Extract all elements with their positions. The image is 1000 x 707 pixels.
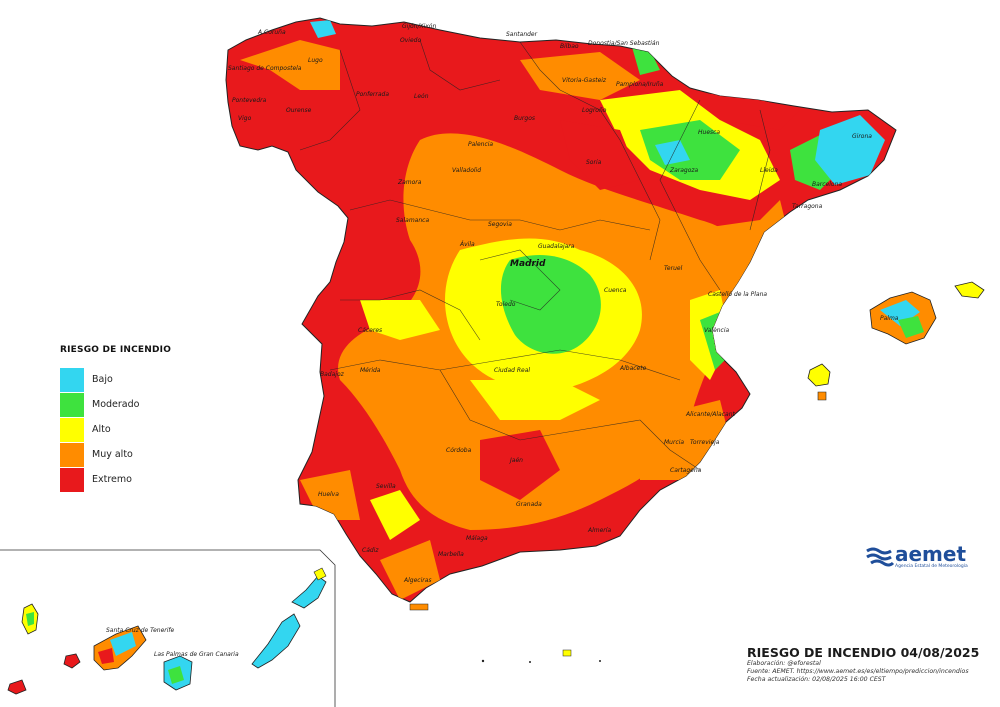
legend-rows: Bajo Moderado Alto Muy alto Extremo	[60, 367, 200, 492]
city-segovia: Segovia	[488, 221, 512, 228]
city-zaragoza: Zaragoza	[669, 167, 699, 174]
city-tarragona: Tarragona	[792, 203, 823, 210]
city-torrevieja: Torrevieja	[690, 439, 720, 446]
city-madrid: Madrid	[510, 259, 546, 269]
city-guadalajara: Guadalajara	[538, 243, 575, 250]
legend-title: RIESGO DE INCENDIO	[60, 345, 172, 355]
city-zamora: Zamora	[397, 179, 422, 186]
ceuta-melilla	[409, 603, 601, 663]
aemet-logo: aemet Agencia Estatal de Meteorología	[865, 544, 968, 569]
city-jaen: Jaén	[509, 457, 523, 464]
legend-label: Bajo	[92, 374, 113, 385]
city-palencia: Palencia	[468, 141, 493, 148]
city-cuenca: Cuenca	[604, 287, 627, 294]
legend-swatch	[60, 467, 84, 492]
city-donostia: Donostia/San Sebastián	[588, 40, 660, 47]
city-santiago: Santiago de Compostela	[228, 65, 302, 72]
city-a-coruna: A Coruña	[257, 29, 286, 36]
city-almeria: Almería	[587, 527, 611, 534]
city-palma: Palma	[880, 315, 899, 322]
city-alicante: Alicante/Alacant	[685, 411, 736, 418]
legend: RIESGO DE INCENDIO Bajo Moderado Alto Muy a…	[60, 345, 200, 492]
city-santa-cruz: Santa Cruz de Tenerife	[106, 627, 175, 634]
city-marbella: Marbella	[438, 551, 464, 558]
city-badajoz: Badajoz	[320, 371, 345, 378]
legend-swatch	[60, 417, 84, 442]
city-ponferrada: Ponferrada	[356, 91, 389, 98]
legend-label: Extremo	[92, 474, 132, 485]
elaboration-text: Elaboración: @eforestal	[747, 660, 821, 667]
source-text: Fuente: AEMET. https://www.aemet.es/es/e…	[747, 668, 969, 675]
city-malaga: Málaga	[466, 535, 488, 542]
city-cadiz: Cádiz	[362, 547, 379, 554]
city-ciudad-real: Ciudad Real	[494, 367, 530, 374]
city-algeciras: Algeciras	[403, 577, 432, 584]
city-huesca: Huesca	[698, 129, 720, 136]
updated-text: Fecha actualización: 02/08/2025 16:00 CE…	[747, 676, 886, 683]
legend-item: Muy alto	[60, 442, 200, 467]
map-title: RIESGO DE INCENDIO 04/08/2025	[747, 645, 980, 660]
city-albacete: Albacete	[619, 365, 647, 372]
logo-name: aemet	[895, 542, 967, 566]
city-cartagena: Cartagena	[670, 467, 702, 474]
city-ourense: Ourense	[286, 107, 312, 114]
city-vigo: Vigo	[238, 115, 252, 122]
legend-swatch	[60, 367, 84, 392]
city-granada: Granada	[516, 501, 542, 508]
legend-swatch	[60, 392, 84, 417]
legend-label: Muy alto	[92, 449, 133, 460]
city-lleida: Lleida	[760, 167, 778, 174]
city-santander: Santander	[506, 31, 538, 38]
title-block: RIESGO DE INCENDIO 04/08/2025 Elaboració…	[747, 645, 997, 684]
city-caceres: Cáceres	[358, 327, 382, 334]
legend-label: Moderado	[92, 399, 140, 410]
city-girona: Girona	[852, 133, 872, 140]
legend-item: Alto	[60, 417, 200, 442]
city-avila: Ávila	[459, 241, 475, 248]
city-lugo: Lugo	[308, 57, 323, 64]
city-gijon: Gijón/Xixón	[402, 23, 436, 30]
city-castellon: Castelló de la Plana	[708, 291, 767, 298]
city-salamanca: Salamanca	[396, 217, 429, 224]
city-valencia: València	[704, 327, 730, 334]
aemet-wave-icon	[866, 547, 895, 566]
city-teruel: Teruel	[664, 265, 683, 272]
city-merida: Mérida	[360, 367, 381, 374]
canary-islands-inset	[0, 549, 336, 707]
legend-item: Bajo	[60, 367, 200, 392]
city-murcia: Murcia	[664, 439, 684, 446]
city-labels: A Coruña Gijón/Xixón Santander Bilbao Do…	[106, 23, 899, 658]
city-bilbao: Bilbao	[560, 43, 579, 50]
city-pontevedra: Pontevedra	[232, 97, 267, 104]
mainland-spain	[225, 17, 897, 603]
balearic-islands	[807, 281, 985, 401]
city-oviedo: Oviedo	[400, 37, 421, 44]
legend-label: Alto	[92, 424, 111, 435]
legend-item: Moderado	[60, 392, 200, 417]
city-toledo: Toledo	[496, 301, 516, 308]
city-leon: León	[414, 93, 429, 100]
city-soria: Soria	[586, 159, 602, 166]
city-las-palmas: Las Palmas de Gran Canaria	[154, 651, 239, 658]
city-burgos: Burgos	[514, 115, 535, 122]
legend-swatch	[60, 442, 84, 467]
city-valladolid: Valladolid	[452, 167, 481, 174]
city-logrono: Logroño	[582, 107, 607, 114]
city-huelva: Huelva	[318, 491, 339, 498]
city-sevilla: Sevilla	[376, 483, 396, 490]
city-cordoba: Córdoba	[446, 447, 472, 454]
city-barcelona: Barcelona	[812, 181, 842, 188]
city-pamplona: Pamplona/Iruña	[616, 81, 664, 88]
city-vitoria: Vitoria-Gasteiz	[562, 77, 607, 84]
legend-item: Extremo	[60, 467, 200, 492]
logo-subtitle: Agencia Estatal de Meteorología	[895, 564, 968, 569]
